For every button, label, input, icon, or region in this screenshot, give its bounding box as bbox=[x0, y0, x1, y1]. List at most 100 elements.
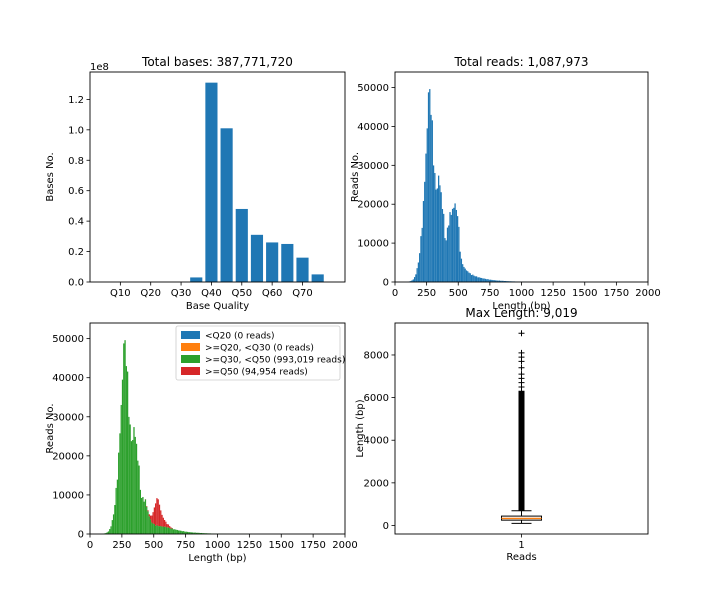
length-box-y-tick-label: 6000 bbox=[364, 393, 389, 404]
hist-bin bbox=[434, 173, 436, 282]
hist-bin bbox=[411, 280, 413, 282]
bases-title: Total bases: 387,771,720 bbox=[141, 55, 293, 69]
hist-bin bbox=[417, 262, 420, 282]
reads-title: Total reads: 1,087,973 bbox=[453, 55, 588, 69]
hist-bin bbox=[479, 277, 482, 282]
hist-bin bbox=[415, 274, 417, 282]
bases-x-tick-label: Q10 bbox=[110, 288, 131, 299]
red-bin bbox=[165, 521, 167, 527]
reads-x-tick-label: 0 bbox=[392, 288, 398, 299]
red-bin bbox=[149, 515, 152, 520]
green-bin bbox=[138, 465, 140, 534]
hist-bin bbox=[472, 274, 474, 282]
bases-offset-label: 1e8 bbox=[90, 62, 109, 73]
bar-q70 bbox=[296, 257, 309, 282]
quality-hist-x-tick-label: 2000 bbox=[332, 540, 357, 551]
red-bin bbox=[147, 510, 149, 512]
reads-y-tick-label: 30000 bbox=[357, 161, 389, 172]
hist-bin bbox=[432, 165, 435, 282]
bases-y-tick-label: 0.6 bbox=[68, 186, 84, 197]
green-bin bbox=[183, 531, 185, 534]
green-bin bbox=[175, 529, 177, 534]
green-bin bbox=[120, 404, 122, 534]
green-bin bbox=[163, 526, 166, 534]
hist-bin bbox=[416, 268, 418, 282]
length-box-y-tick-label: 4000 bbox=[364, 436, 389, 447]
hist-bin bbox=[446, 227, 449, 282]
reads-xlabel: Length (bp) bbox=[492, 301, 550, 312]
green-bin bbox=[109, 529, 111, 534]
green-bin bbox=[179, 530, 181, 534]
length-box-xlabel: Reads bbox=[506, 552, 536, 563]
reads-x-tick-label: 1250 bbox=[540, 288, 565, 299]
red-bin bbox=[167, 524, 170, 528]
green-bin bbox=[158, 526, 161, 534]
green-bin bbox=[128, 416, 130, 534]
green-bin bbox=[165, 526, 167, 534]
hist-bin bbox=[436, 188, 439, 282]
hist-bin bbox=[445, 240, 447, 282]
hist-bin bbox=[505, 280, 507, 282]
bases-y-tick-label: 0.0 bbox=[68, 278, 84, 289]
quality-hist-y-tick-label: 30000 bbox=[52, 412, 84, 423]
reads-y-tick-label: 20000 bbox=[357, 200, 389, 211]
hist-bin bbox=[422, 201, 425, 282]
green-bin bbox=[189, 532, 191, 534]
green-bin bbox=[114, 505, 116, 534]
green-bin bbox=[133, 427, 135, 534]
green-bin bbox=[170, 528, 172, 534]
green-bin bbox=[134, 436, 136, 534]
green-bin bbox=[116, 479, 119, 534]
green-bin bbox=[124, 340, 126, 534]
green-bin bbox=[174, 529, 176, 534]
green-bin bbox=[181, 531, 184, 534]
hist-bin bbox=[455, 209, 457, 282]
green-bin bbox=[153, 524, 156, 534]
reads-x-tick-label: 1000 bbox=[509, 288, 534, 299]
hist-bin bbox=[427, 92, 430, 282]
red-bin bbox=[155, 503, 157, 526]
hist-bin bbox=[454, 203, 456, 282]
flier bbox=[518, 415, 525, 422]
red-bin bbox=[146, 506, 148, 507]
green-bin bbox=[129, 424, 131, 534]
green-bin bbox=[126, 371, 129, 534]
green-bin bbox=[148, 516, 150, 534]
hist-bin bbox=[502, 280, 504, 282]
hist-bin bbox=[441, 208, 444, 282]
flier bbox=[518, 479, 525, 486]
green-bin bbox=[139, 489, 141, 534]
hist-bin bbox=[421, 227, 423, 282]
bases-y-tick-label: 1.2 bbox=[68, 95, 84, 106]
quality-hist-y-tick-label: 20000 bbox=[52, 451, 84, 462]
red-bin bbox=[156, 498, 158, 525]
reads-y-tick-label: 40000 bbox=[357, 122, 389, 133]
bar-q35 bbox=[190, 277, 203, 282]
reads-x-tick-label: 750 bbox=[480, 288, 499, 299]
hist-bin bbox=[481, 277, 483, 282]
hist-bin bbox=[439, 185, 441, 282]
green-bin bbox=[169, 528, 171, 534]
hist-bin bbox=[459, 251, 461, 282]
hist-bin bbox=[438, 175, 440, 282]
hist-bin bbox=[425, 153, 427, 282]
green-bin bbox=[110, 526, 112, 534]
hist-bin bbox=[413, 277, 416, 282]
quality-hist-x-tick-label: 1000 bbox=[205, 540, 230, 551]
hist-bin bbox=[420, 236, 422, 282]
hist-bin bbox=[494, 280, 497, 282]
green-bin bbox=[197, 532, 199, 534]
quality-hist-x-tick-label: 1750 bbox=[300, 540, 325, 551]
hist-bin bbox=[410, 281, 412, 282]
bases-x-tick-label: Q70 bbox=[292, 288, 313, 299]
green-bin bbox=[160, 526, 162, 534]
bases-x-tick-label: Q40 bbox=[201, 288, 222, 299]
hist-bin bbox=[462, 264, 464, 282]
flier bbox=[518, 467, 525, 474]
flier bbox=[518, 473, 525, 480]
hist-bin bbox=[426, 128, 428, 282]
flier bbox=[518, 349, 525, 356]
flier bbox=[518, 460, 525, 467]
green-bin bbox=[118, 452, 120, 534]
green-bin bbox=[198, 532, 200, 534]
